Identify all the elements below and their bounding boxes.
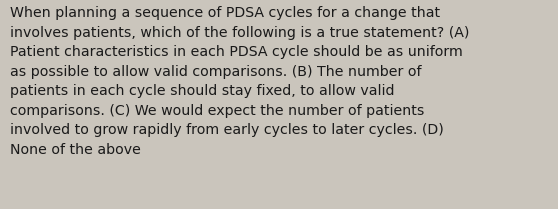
Text: When planning a sequence of PDSA cycles for a change that
involves patients, whi: When planning a sequence of PDSA cycles … <box>10 6 469 157</box>
